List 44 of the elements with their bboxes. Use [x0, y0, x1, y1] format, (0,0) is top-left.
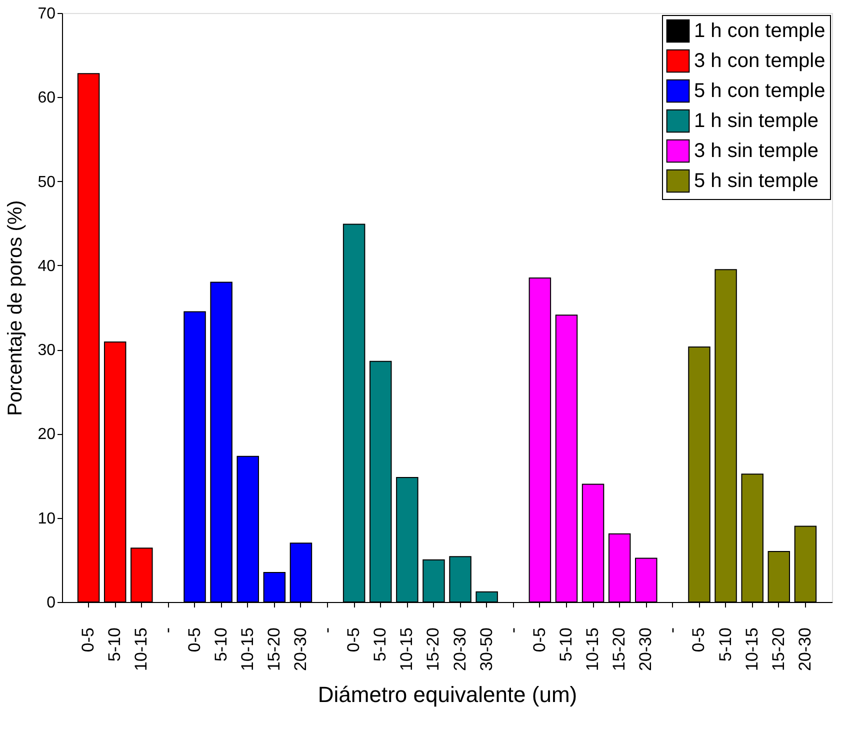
legend-label: 3 h con temple [694, 50, 826, 72]
x-tick-label: 20-30 [290, 628, 310, 671]
x-tick-label: 5-10 [105, 628, 124, 662]
x-tick-label: 15-20 [424, 628, 443, 671]
x-axis-title: Diámetro equivalente (um) [318, 682, 578, 707]
y-tick-label: 70 [38, 6, 56, 22]
x-tick-label: 5-10 [556, 628, 576, 662]
x-tick-label: 0-5 [344, 628, 364, 652]
x-tick-label: 20-30 [450, 628, 470, 671]
x-tick-label: 20-30 [636, 628, 656, 671]
x-tick-label: 10-15 [742, 628, 762, 671]
x-tick-label: - [662, 628, 682, 634]
x-tick-label: 5-10 [716, 628, 735, 662]
y-tick-label: 60 [38, 90, 56, 107]
x-tick-label: 10-15 [397, 628, 416, 671]
x-tick-label: 10-15 [238, 628, 257, 671]
y-tick-label: 40 [38, 258, 56, 275]
x-tick-label: 15-20 [264, 628, 284, 671]
x-tick-label: - [318, 628, 337, 634]
x-tick-label: - [158, 628, 178, 634]
legend-label: 1 h con temple [694, 20, 826, 42]
y-axis-title: Porcentaje de poros (%) [4, 200, 27, 416]
y-tick-label: 50 [38, 174, 56, 191]
y-tick-label: 20 [38, 426, 56, 444]
x-tick-label: 0-5 [530, 628, 549, 652]
x-tick-label: 0-5 [184, 628, 204, 652]
legend-label: 3 h sin temple [694, 140, 819, 162]
x-tick-label: 5-10 [211, 628, 230, 662]
x-tick-label: 0-5 [78, 628, 98, 652]
y-tick-label: 30 [38, 342, 56, 360]
x-tick-label: 10-15 [132, 628, 151, 671]
legend-label: 1 h sin temple [694, 110, 819, 132]
x-tick-label: 10-15 [583, 628, 602, 671]
x-tick-label: - [503, 628, 522, 634]
x-tick-label: 5-10 [370, 628, 390, 662]
legend-label: 5 h con temple [694, 80, 826, 102]
legend-label: 5 h sin temple [694, 170, 819, 192]
x-tick-label: 0-5 [689, 628, 708, 652]
y-tick-label: 0 [46, 594, 56, 612]
x-tick-label: 15-20 [610, 628, 629, 671]
y-tick-label: 10 [38, 510, 56, 528]
x-tick-label: 20-30 [795, 628, 814, 671]
x-tick-label: 30-50 [476, 628, 496, 671]
x-tick-label: 15-20 [768, 628, 788, 671]
